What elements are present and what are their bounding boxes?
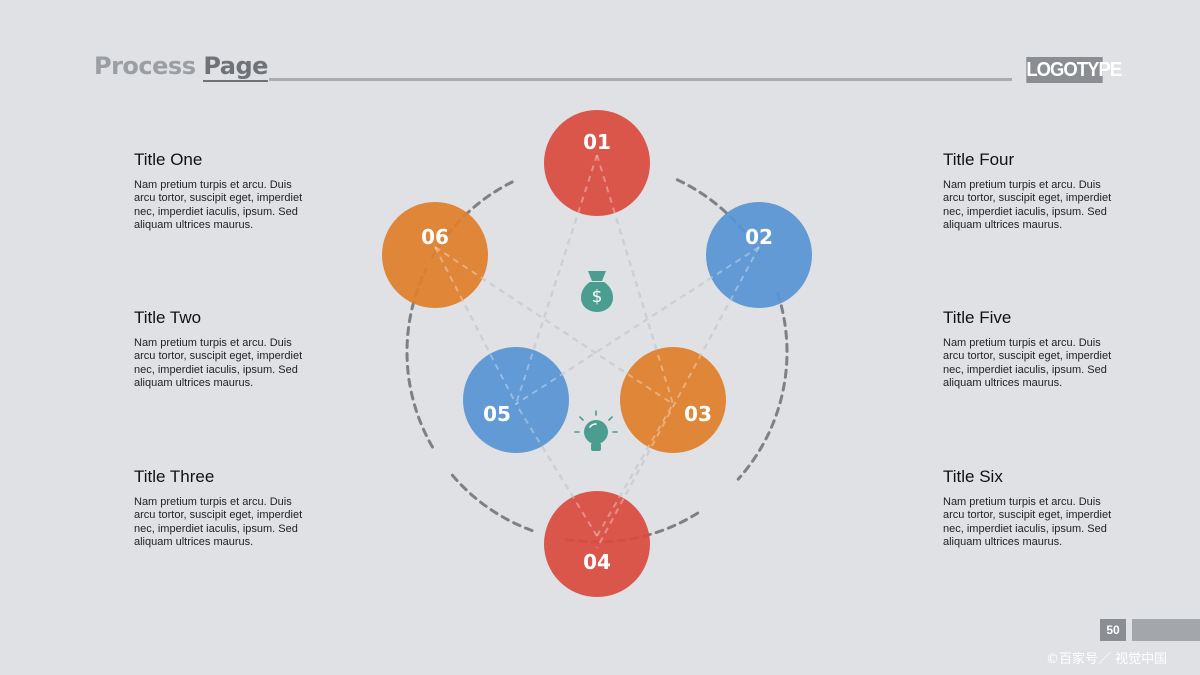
block-text: Nam pretium turpis et arcu. Duis arcu to… (134, 179, 303, 231)
watermark: ©百家号／ 视觉中国 (1046, 652, 1168, 667)
block-title: Title Five (943, 308, 1012, 327)
connector-overlay (596, 246, 760, 549)
node-label: 04 (583, 550, 611, 574)
node-06: 06 (382, 202, 488, 308)
node-05: 05 (463, 347, 569, 453)
block-title: Title Six (943, 467, 1003, 486)
node-03: 03 (620, 347, 726, 453)
page-number: 50 (1100, 619, 1126, 641)
logo: LOGOTYPE (1026, 57, 1122, 83)
node-label: 05 (483, 402, 511, 426)
dollar-sign: $ (592, 287, 603, 307)
node-circle (620, 347, 726, 453)
info-block-3: Title Three Nam pretium turpis et arcu. … (134, 467, 309, 549)
ring-arc (736, 291, 789, 481)
ring-arc (449, 472, 534, 533)
page-title-part2: Page (203, 52, 268, 82)
connector-overlay (515, 246, 760, 405)
block-text: Nam pretium turpis et arcu. Duis arcu to… (943, 179, 1112, 231)
connector-overlay (434, 246, 674, 405)
node-circle (463, 347, 569, 453)
node-label: 01 (583, 130, 611, 154)
connector-overlay (434, 246, 517, 405)
node-02: 02 (706, 202, 812, 308)
block-text: Nam pretium turpis et arcu. Duis arcu to… (943, 496, 1112, 548)
node-circle (382, 202, 488, 308)
node-label: 06 (421, 225, 449, 249)
info-block-1: Title One Nam pretium turpis et arcu. Du… (134, 150, 309, 232)
node-04: 04 (544, 491, 650, 597)
money-bag-icon: $ (580, 271, 614, 312)
page-title: Process Page (94, 52, 268, 82)
header-divider (269, 78, 1012, 81)
connector-overlay (515, 403, 598, 537)
info-block-5: Title Five Nam pretium turpis et arcu. D… (943, 308, 1118, 390)
block-text: Nam pretium turpis et arcu. Duis arcu to… (134, 496, 303, 548)
node-circle (544, 491, 650, 597)
block-title: Title Two (134, 308, 202, 327)
info-block-2: Title Two Nam pretium turpis et arcu. Du… (134, 308, 309, 390)
node-circle (544, 110, 650, 216)
block-text: Nam pretium turpis et arcu. Duis arcu to… (134, 337, 303, 389)
page-number-bar (1132, 619, 1200, 641)
block-title: Title Four (943, 150, 1015, 169)
node-circle (706, 202, 812, 308)
info-block-4: Title Four Nam pretium turpis et arcu. D… (943, 150, 1118, 232)
connector-overlay (596, 403, 674, 537)
info-block-6: Title Six Nam pretium turpis et arcu. Du… (943, 467, 1118, 549)
node-label: 03 (684, 402, 712, 426)
node-group: 01 02 03 04 05 06 (382, 110, 812, 597)
block-text: Nam pretium turpis et arcu. Duis arcu to… (943, 337, 1112, 389)
page-title-part1: Process (94, 52, 204, 80)
block-title: Title One (134, 150, 203, 169)
node-01: 01 (544, 110, 650, 216)
node-label: 02 (745, 225, 773, 249)
lightbulb-icon (574, 410, 618, 451)
block-title: Title Three (134, 467, 215, 486)
